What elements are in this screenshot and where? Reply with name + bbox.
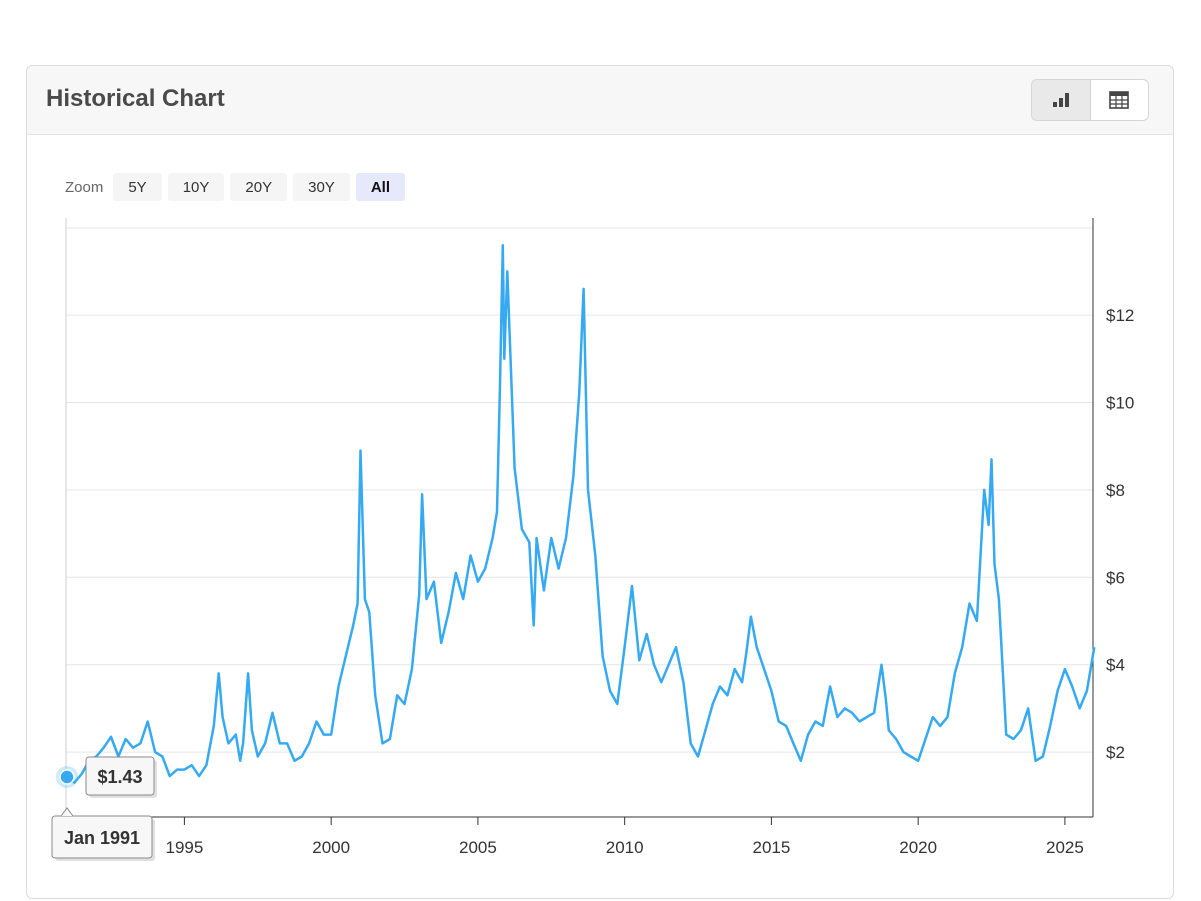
zoom-20y-button[interactable]: 20Y xyxy=(230,173,288,201)
zoom-5y-button[interactable]: 5Y xyxy=(113,173,162,201)
x-tick-label: 2005 xyxy=(459,838,497,857)
y-tick-label: $12 xyxy=(1106,306,1134,325)
page-title: Historical Chart xyxy=(46,85,225,112)
card-header: Historical Chart xyxy=(27,66,1173,135)
zoom-label: Zoom xyxy=(65,178,104,196)
y-tick-label: $10 xyxy=(1106,394,1134,413)
zoom-controls: Zoom 5Y 10Y 20Y 30Y All xyxy=(65,173,411,201)
price-line xyxy=(66,243,1096,784)
zoom-10y-button[interactable]: 10Y xyxy=(167,173,225,201)
date-tooltip xyxy=(51,815,153,859)
hover-point xyxy=(59,769,75,785)
chart-view-button[interactable] xyxy=(1032,80,1091,120)
tooltip-value: $1.43 xyxy=(97,767,142,787)
y-tick-label: $8 xyxy=(1106,481,1125,500)
y-tick-label: $6 xyxy=(1106,568,1125,587)
x-tick-label: 2015 xyxy=(752,838,790,857)
x-tick-label: 2020 xyxy=(899,838,937,857)
zoom-30y-button[interactable]: 30Y xyxy=(293,173,350,201)
view-toggle xyxy=(1031,79,1149,121)
y-tick-label: $2 xyxy=(1106,743,1125,762)
x-tick-label: 2025 xyxy=(1046,838,1084,857)
x-tick-label: 2010 xyxy=(606,838,644,857)
table-icon xyxy=(1109,91,1130,109)
table-view-button[interactable] xyxy=(1091,80,1149,120)
value-tooltip xyxy=(85,756,155,796)
date-tooltip-pointer xyxy=(60,807,74,817)
tooltip-date: Jan 1991 xyxy=(64,828,140,848)
chart-card: Historical Chart xyxy=(26,65,1174,899)
y-tick-label: $4 xyxy=(1106,656,1125,675)
chart-icon xyxy=(1052,93,1069,107)
x-tick-label: 2000 xyxy=(312,838,350,857)
x-tick-label: 1995 xyxy=(165,838,203,857)
zoom-all-button[interactable]: All xyxy=(355,173,405,201)
